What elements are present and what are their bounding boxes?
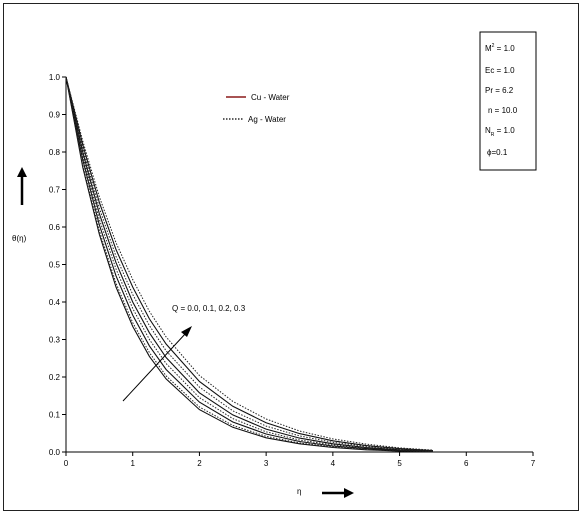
series-line-ag-water-1 bbox=[65, 76, 433, 453]
y-tick-label: 0.0 bbox=[49, 448, 61, 457]
annotation-arrow-icon bbox=[122, 332, 187, 402]
y-tick-label: 0.2 bbox=[49, 373, 61, 382]
series-line-cu-water-3 bbox=[65, 76, 433, 452]
parameter-box: M2 = 1.0 Ec = 1.0 Pr = 6.2 n = 10.0 NR =… bbox=[479, 31, 537, 171]
axis-ticks: 0.0 0.1 0.2 0.3 0.4 0.5 0.6 0.7 0.8 0.9 1.0 0 1 2 3 4 5 6… bbox=[49, 73, 536, 468]
y-tick-label: 0.3 bbox=[49, 336, 61, 345]
param-n: n = 10.0 bbox=[488, 106, 518, 115]
series-layer bbox=[65, 76, 433, 453]
y-tick-label: 0.6 bbox=[49, 223, 61, 232]
series-line-cu-water-2 bbox=[65, 76, 433, 452]
series-line-ag-water-2 bbox=[65, 76, 433, 452]
parameter-box-border bbox=[479, 31, 537, 171]
x-tick-label: 3 bbox=[264, 459, 269, 468]
y-axis-arrowhead-icon bbox=[17, 167, 27, 177]
x-tick-label: 0 bbox=[64, 459, 69, 468]
y-tick-label: 0.4 bbox=[49, 298, 61, 307]
series-line-cu-water-4 bbox=[65, 76, 433, 452]
legend-label-ag-water: Ag - Water bbox=[248, 115, 286, 124]
y-tick-label: 0.5 bbox=[49, 261, 61, 270]
param-ec: Ec = 1.0 bbox=[485, 66, 515, 75]
series-line-ag-water-3 bbox=[65, 76, 433, 452]
x-tick-label: 7 bbox=[531, 459, 536, 468]
x-tick-label: 6 bbox=[464, 459, 469, 468]
y-axis-label: θ(η) bbox=[12, 234, 27, 243]
x-tick-label: 4 bbox=[331, 459, 336, 468]
y-tick-label: 0.9 bbox=[49, 111, 61, 120]
annotation-arrowhead-icon bbox=[181, 326, 192, 337]
x-axis-label: η bbox=[297, 487, 301, 496]
y-tick-label: 1.0 bbox=[49, 73, 61, 82]
series-line-ag-water-4 bbox=[65, 76, 433, 451]
y-tick-label: 0.8 bbox=[49, 148, 61, 157]
parameter-annotation: Q = 0.0, 0.1, 0.2, 0.3 bbox=[172, 304, 246, 313]
legend-label-cu-water: Cu - Water bbox=[251, 93, 290, 102]
series-line-cu-water-1 bbox=[65, 76, 433, 453]
x-tick-label: 2 bbox=[197, 459, 202, 468]
y-tick-label: 0.7 bbox=[49, 186, 61, 195]
param-pr: Pr = 6.2 bbox=[485, 86, 514, 95]
y-tick-label: 0.1 bbox=[49, 411, 61, 420]
param-phi: ϕ=0.1 bbox=[487, 148, 508, 157]
param-m2: M2 = 1.0 bbox=[485, 43, 515, 53]
x-tick-label: 1 bbox=[130, 459, 135, 468]
legend: Cu - Water Ag - Water bbox=[223, 93, 290, 124]
x-tick-label: 5 bbox=[397, 459, 402, 468]
x-axis-arrowhead-icon bbox=[344, 488, 354, 498]
